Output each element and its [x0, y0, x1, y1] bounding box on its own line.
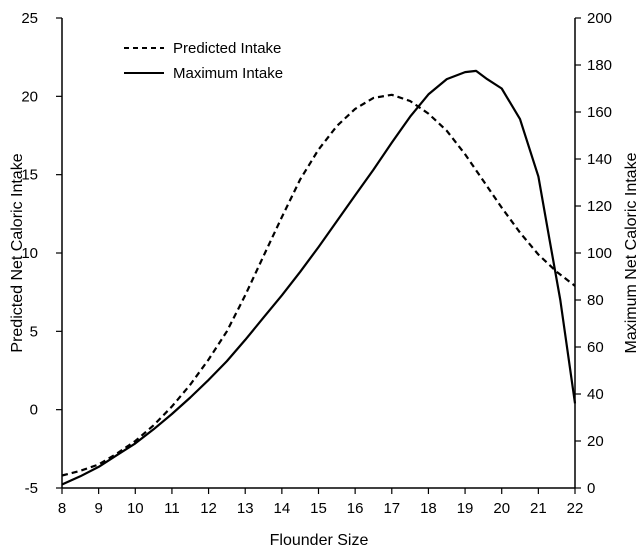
y-left-tick-label: 10 — [21, 245, 38, 262]
x-tick-label: 16 — [347, 500, 364, 517]
x-tick-label: 11 — [164, 500, 180, 517]
y-left-tick-label: -5 — [25, 480, 38, 497]
x-tick-label: 14 — [274, 500, 291, 517]
y-axis-right-label: Maximum Net Caloric Intake — [623, 152, 640, 353]
y-right-tick-label: 180 — [587, 57, 612, 74]
x-tick-label: 10 — [127, 500, 144, 517]
y-right-tick-label: 20 — [587, 433, 604, 450]
y-axis-left-label: Predicted Net Caloric Intake — [9, 153, 26, 352]
x-tick-label: 13 — [237, 500, 254, 517]
x-tick-label: 22 — [567, 500, 584, 517]
y-left-tick-label: 0 — [30, 402, 38, 419]
y-left-ticks: -5 0 5 10 15 20 25 — [21, 10, 62, 497]
x-axis-label: Flounder Size — [270, 532, 369, 548]
y-right-tick-label: 100 — [587, 245, 612, 262]
x-tick-label: 12 — [200, 500, 217, 517]
x-tick-label: 21 — [530, 500, 547, 517]
y-right-tick-label: 40 — [587, 386, 604, 403]
y-right-tick-label: 80 — [587, 292, 604, 309]
y-left-tick-label: 20 — [21, 88, 38, 105]
y-right-ticks: 0 20 40 60 80 100 120 140 160 180 200 — [575, 10, 612, 497]
x-tick-label: 15 — [310, 500, 327, 517]
y-right-tick-label: 60 — [587, 339, 604, 356]
legend-label-predicted: Predicted Intake — [173, 40, 281, 57]
x-tick-label: 20 — [493, 500, 510, 517]
y-right-tick-label: 0 — [587, 480, 595, 497]
plot-axes — [61, 18, 576, 489]
x-tick-label: 8 — [58, 500, 66, 517]
x-tick-label: 9 — [94, 500, 102, 517]
legend-label-maximum: Maximum Intake — [173, 65, 283, 82]
y-right-tick-label: 160 — [587, 104, 612, 121]
y-right-tick-label: 140 — [587, 151, 612, 168]
series-lines — [61, 69, 577, 486]
y-left-tick-label: 15 — [21, 167, 38, 184]
x-tick-label: 17 — [383, 500, 400, 517]
series-line-maximum — [61, 69, 577, 486]
series-line-predicted — [61, 93, 576, 477]
x-tick-label: 18 — [420, 500, 437, 517]
y-right-tick-label: 120 — [587, 198, 612, 215]
x-ticks: 8 9 10 11 12 13 14 15 16 17 18 19 20 21 22 — [58, 488, 584, 517]
y-right-tick-label: 200 — [587, 10, 612, 27]
legend: Predicted Intake Maximum Intake — [124, 40, 283, 82]
x-tick-label: 19 — [457, 500, 474, 517]
y-left-tick-label: 5 — [30, 323, 38, 340]
y-left-tick-label: 25 — [21, 10, 38, 27]
